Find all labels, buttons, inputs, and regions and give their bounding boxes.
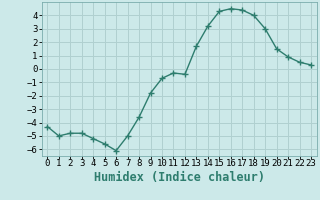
X-axis label: Humidex (Indice chaleur): Humidex (Indice chaleur)	[94, 171, 265, 184]
